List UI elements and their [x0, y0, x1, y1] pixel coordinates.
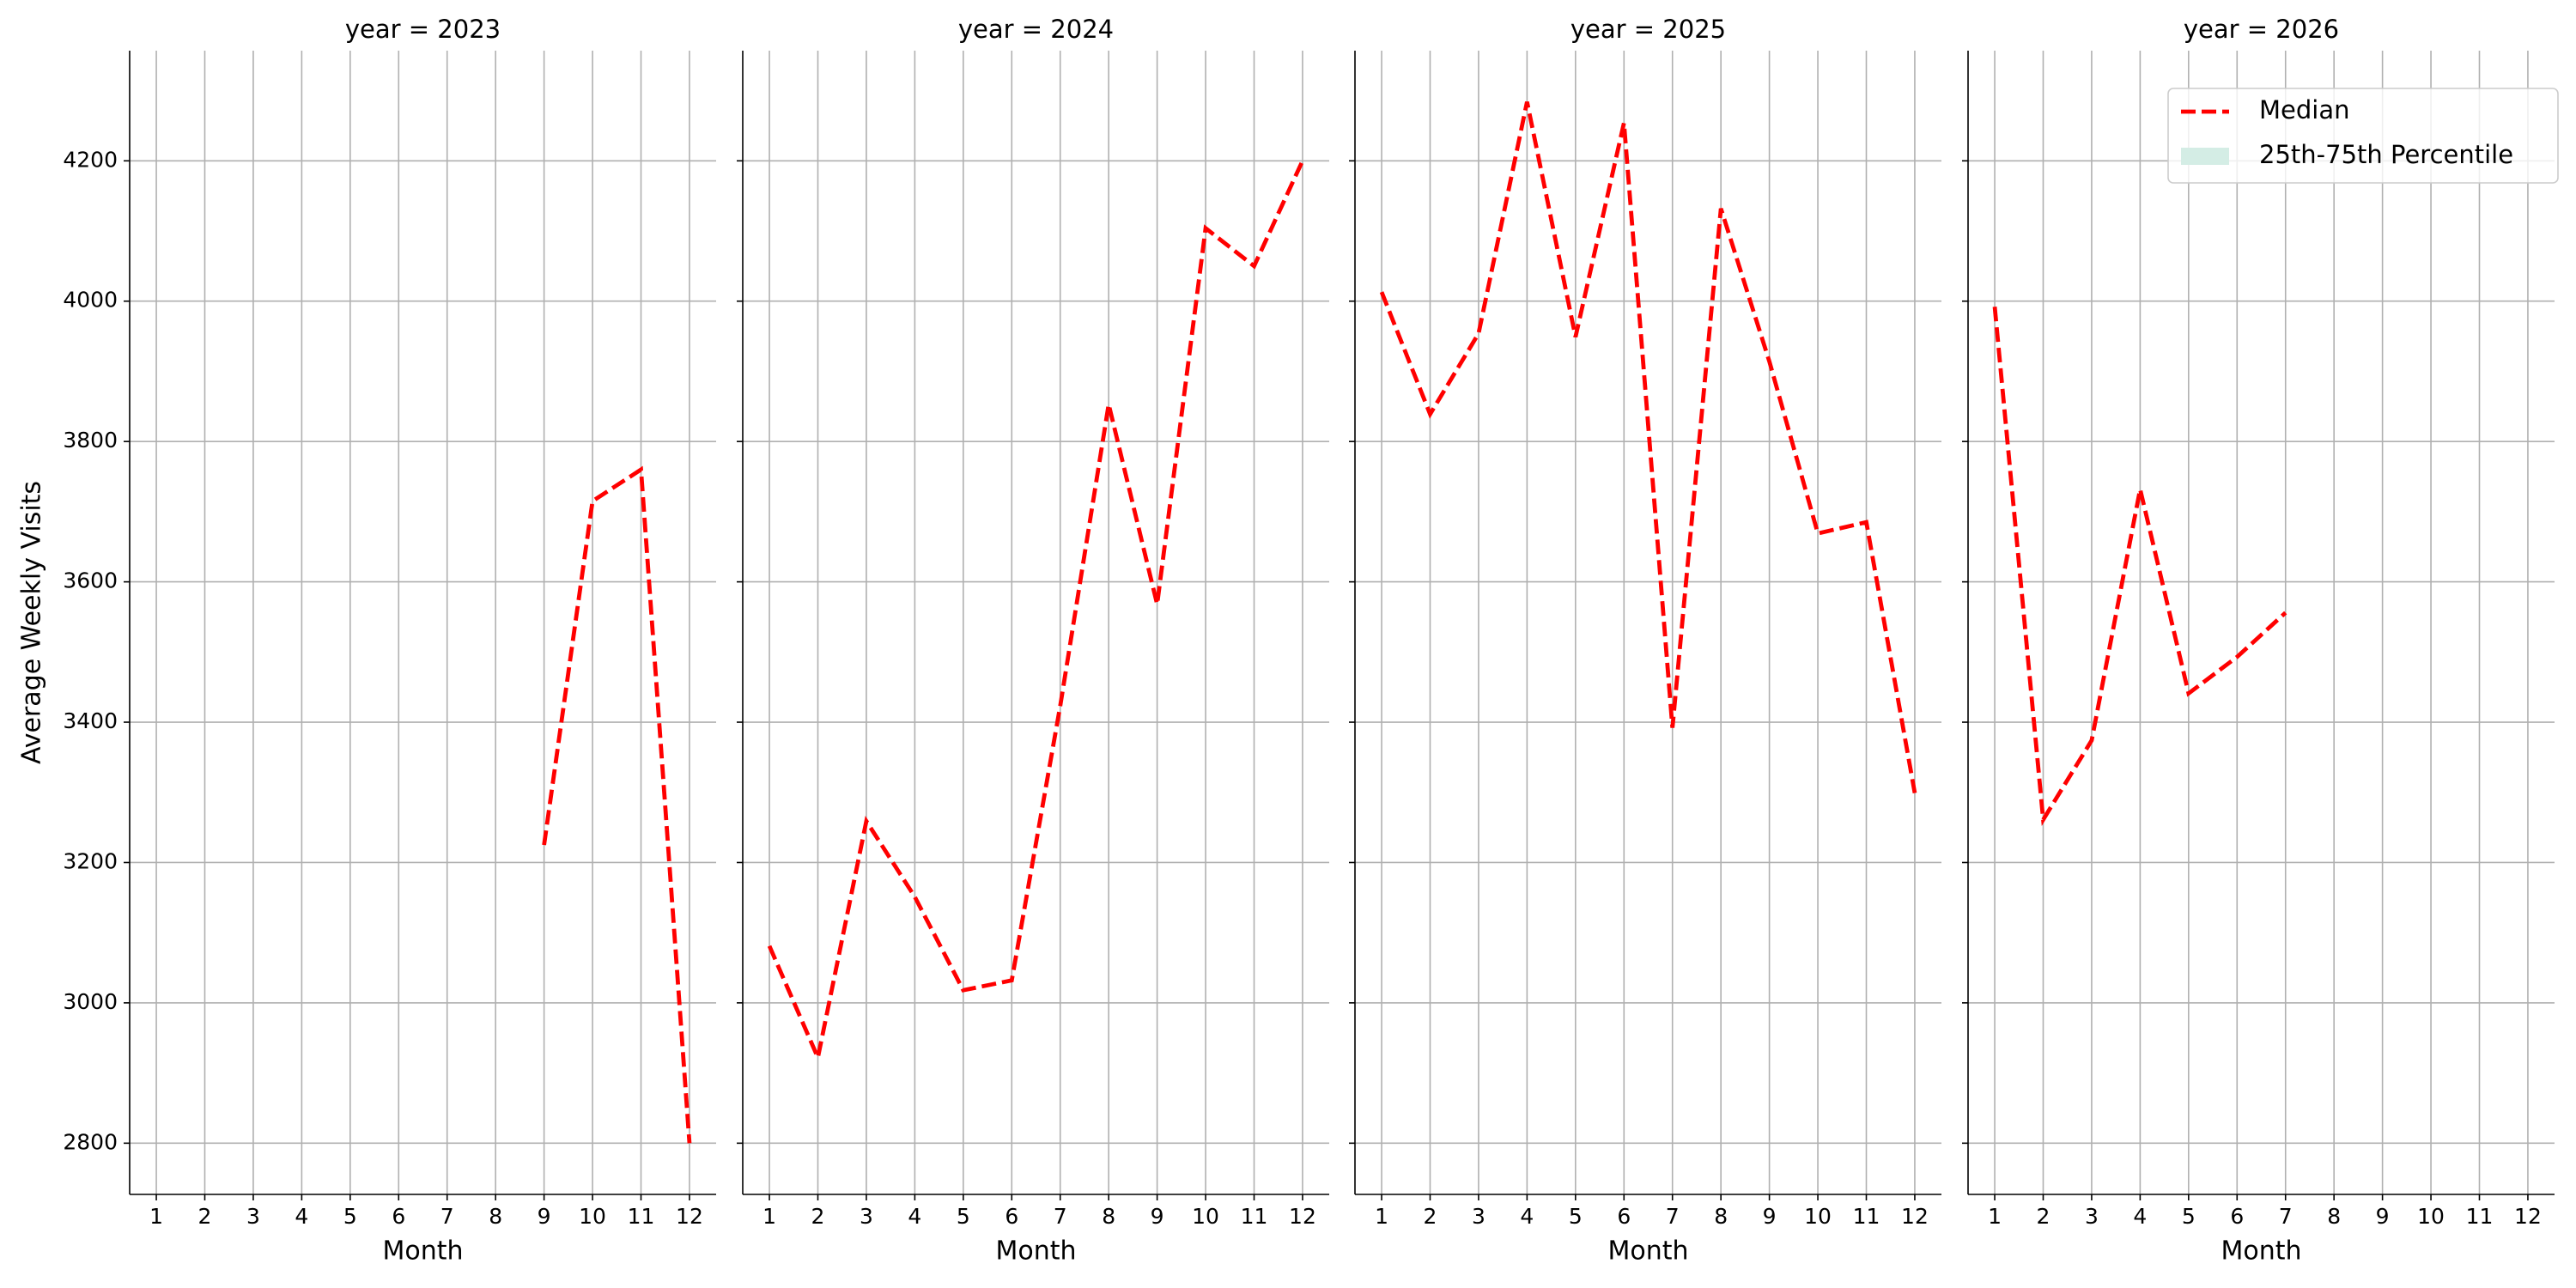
x-tick-label: 1: [1375, 1204, 1388, 1229]
x-tick-label: 2: [1424, 1204, 1437, 1229]
y-tick-label: 4200: [63, 147, 118, 172]
x-tick-label: 11: [1241, 1204, 1268, 1229]
median-line: [1379, 101, 1917, 793]
legend-swatch: [2181, 148, 2229, 165]
median-line: [542, 465, 692, 1144]
panel-title: year = 2026: [2184, 15, 2339, 44]
x-tick-label: 4: [908, 1204, 921, 1229]
x-tick-label: 1: [149, 1204, 163, 1229]
y-tick-label: 3000: [63, 989, 118, 1014]
x-tick-label: 5: [1569, 1204, 1583, 1229]
x-tick-label: 8: [2327, 1204, 2341, 1229]
x-tick-label: 5: [2182, 1204, 2196, 1229]
x-tick-label: 5: [957, 1204, 970, 1229]
x-tick-label: 9: [538, 1204, 551, 1229]
x-tick-label: 2: [198, 1204, 212, 1229]
y-tick-label: 3600: [63, 568, 118, 593]
x-tick-label: 12: [2514, 1204, 2542, 1229]
x-tick-label: 7: [440, 1204, 454, 1229]
x-tick-label: 6: [1005, 1204, 1018, 1229]
panel-title: year = 2023: [345, 15, 501, 44]
x-axis-label: Month: [382, 1236, 463, 1267]
x-tick-label: 3: [246, 1204, 260, 1229]
x-tick-label: 12: [1289, 1204, 1316, 1229]
legend-box: [2167, 88, 2559, 184]
x-tick-label: 6: [1617, 1204, 1631, 1229]
x-tick-label: 10: [2417, 1204, 2445, 1229]
y-tick-label: 2800: [63, 1129, 118, 1154]
x-tick-label: 1: [762, 1204, 776, 1229]
x-tick-label: 6: [392, 1204, 405, 1229]
x-tick-label: 4: [2133, 1204, 2147, 1229]
x-tick-label: 9: [2376, 1204, 2390, 1229]
x-tick-label: 10: [1192, 1204, 1219, 1229]
y-axis-label: Average Weekly Visits: [17, 481, 47, 764]
x-tick-label: 12: [1901, 1204, 1929, 1229]
x-tick-label: 2: [2037, 1204, 2050, 1229]
x-tick-label: 11: [628, 1204, 655, 1229]
x-axis-label: Month: [995, 1236, 1076, 1267]
x-tick-label: 8: [1102, 1204, 1115, 1229]
x-tick-label: 2: [811, 1204, 825, 1229]
x-tick-label: 3: [2085, 1204, 2099, 1229]
x-tick-label: 3: [1472, 1204, 1485, 1229]
x-tick-label: 9: [1763, 1204, 1777, 1229]
x-tick-label: 5: [343, 1204, 357, 1229]
panel-title: year = 2024: [958, 15, 1114, 44]
panel-title: year = 2025: [1571, 15, 1726, 44]
x-tick-label: 7: [1666, 1204, 1680, 1229]
x-tick-label: 8: [489, 1204, 502, 1229]
x-tick-label: 4: [1520, 1204, 1534, 1229]
median-line: [1992, 307, 2287, 827]
x-tick-label: 9: [1151, 1204, 1164, 1229]
x-tick-label: 6: [2230, 1204, 2244, 1229]
y-tick-label: 3800: [63, 428, 118, 453]
x-tick-label: 7: [2279, 1204, 2293, 1229]
x-tick-label: 3: [860, 1204, 873, 1229]
y-tick-label: 4000: [63, 288, 118, 313]
x-tick-label: 12: [676, 1204, 703, 1229]
x-tick-label: 8: [1714, 1204, 1728, 1229]
x-tick-label: 11: [1853, 1204, 1880, 1229]
x-tick-label: 4: [295, 1204, 308, 1229]
x-axis-label: Month: [2221, 1236, 2301, 1267]
y-tick-label: 3400: [63, 708, 118, 733]
x-axis-label: Month: [1607, 1236, 1688, 1267]
legend-label: 25th-75th Percentile: [2259, 140, 2513, 169]
x-tick-label: 7: [1054, 1204, 1067, 1229]
y-tick-label: 3200: [63, 848, 118, 873]
legend-label: Median: [2259, 95, 2349, 125]
median-line: [767, 160, 1305, 1065]
x-tick-label: 1: [1988, 1204, 2002, 1229]
x-tick-label: 10: [579, 1204, 606, 1229]
x-tick-label: 10: [1804, 1204, 1832, 1229]
x-tick-label: 11: [2466, 1204, 2494, 1229]
